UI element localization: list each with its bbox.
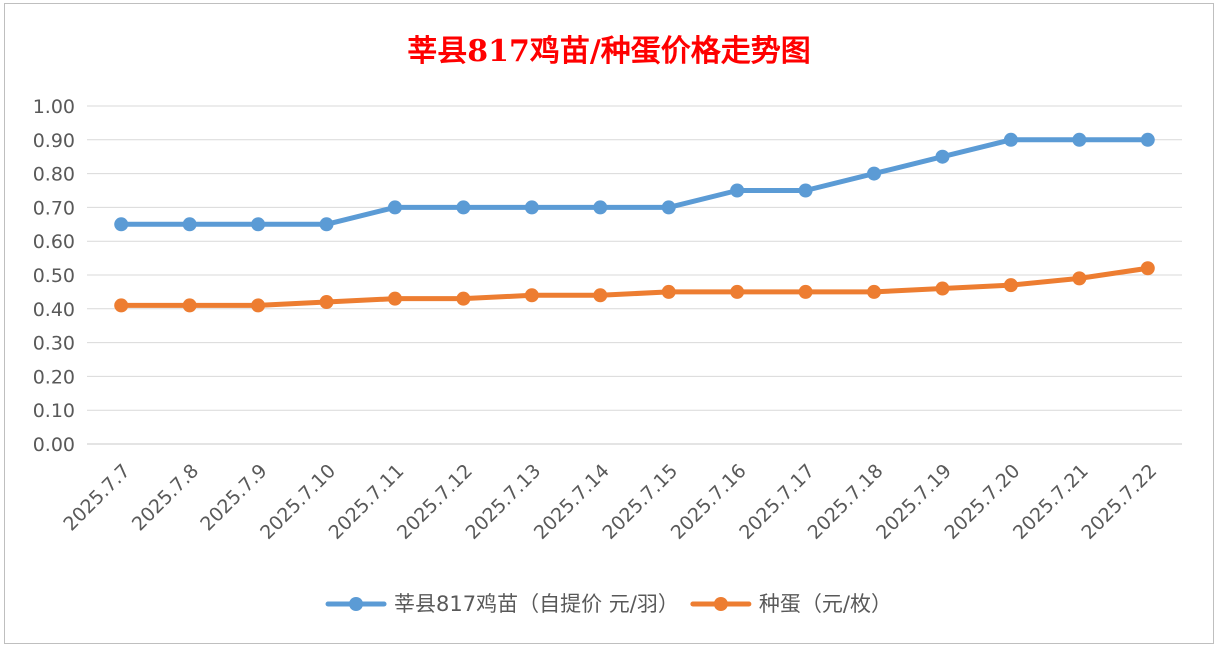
gridlines (87, 105, 1182, 445)
data-point (319, 295, 334, 310)
data-point (935, 281, 950, 296)
data-point (730, 284, 745, 299)
data-point (251, 217, 266, 232)
legend-swatch (325, 597, 387, 611)
chart-title: 莘县817鸡苗/种蛋价格走势图 (407, 34, 811, 69)
data-point (798, 284, 813, 299)
data-point (387, 291, 402, 306)
data-point (319, 217, 334, 232)
data-point (593, 288, 608, 303)
series-group (114, 132, 1155, 313)
x-tick-label: 2025.7.22 (1077, 460, 1161, 544)
y-tick-label: 0.40 (33, 299, 75, 321)
data-point (1140, 132, 1155, 147)
y-tick-label: 0.00 (33, 434, 75, 456)
data-point (182, 217, 197, 232)
y-tick-label: 1.00 (33, 96, 75, 118)
series-line (118, 137, 1151, 227)
data-point (593, 200, 608, 215)
data-point (524, 288, 539, 303)
data-point (935, 149, 950, 164)
series-line (118, 265, 1151, 308)
x-tick-label: 2025.7.7 (59, 460, 134, 535)
y-tick-label: 0.70 (33, 197, 75, 219)
data-point (1072, 132, 1087, 147)
data-point (114, 298, 129, 313)
legend: 莘县817鸡苗（自提价 元/羽） 种蛋（元/枚） (325, 592, 892, 616)
y-tick-label: 0.20 (33, 366, 75, 388)
legend-label: 莘县817鸡苗（自提价 元/羽） (394, 592, 679, 616)
chart-frame: 莘县817鸡苗/种蛋价格走势图 0.00 0.10 0.20 0.30 0.40 0.50… (4, 3, 1214, 644)
data-point (1072, 271, 1087, 286)
y-tick-label: 0.90 (33, 130, 75, 152)
data-point (661, 284, 676, 299)
data-point (1140, 261, 1155, 276)
y-tick-label: 0.50 (33, 265, 75, 287)
data-point (114, 217, 129, 232)
y-tick-label: 0.10 (33, 400, 75, 422)
data-point (661, 200, 676, 215)
data-point (182, 298, 197, 313)
data-point (251, 298, 266, 313)
data-point (387, 200, 402, 215)
data-point (798, 183, 813, 198)
data-point (1003, 278, 1018, 293)
data-point (456, 291, 471, 306)
data-point (867, 166, 882, 181)
legend-swatch (690, 597, 752, 611)
legend-label: 种蛋（元/枚） (759, 592, 892, 616)
data-point (730, 183, 745, 198)
series-1 (114, 132, 1155, 232)
x-axis-ticks: 2025.7.72025.7.82025.7.92025.7.102025.7.… (59, 460, 1161, 544)
y-tick-label: 0.60 (33, 231, 75, 253)
x-tick-label: 2025.7.8 (128, 460, 203, 535)
y-tick-label: 0.80 (33, 164, 75, 186)
series-2 (114, 261, 1155, 313)
data-point (1003, 132, 1018, 147)
data-point (456, 200, 471, 215)
data-point (867, 284, 882, 299)
y-axis-ticks: 0.00 0.10 0.20 0.30 0.40 0.50 0.60 0.70 0.80 0.90… (33, 96, 75, 456)
y-tick-label: 0.30 (33, 333, 75, 355)
line-chart: 0.00 0.10 0.20 0.30 0.40 0.50 0.60 0.70 0.80 0.90… (33, 96, 1182, 616)
data-point (524, 200, 539, 215)
